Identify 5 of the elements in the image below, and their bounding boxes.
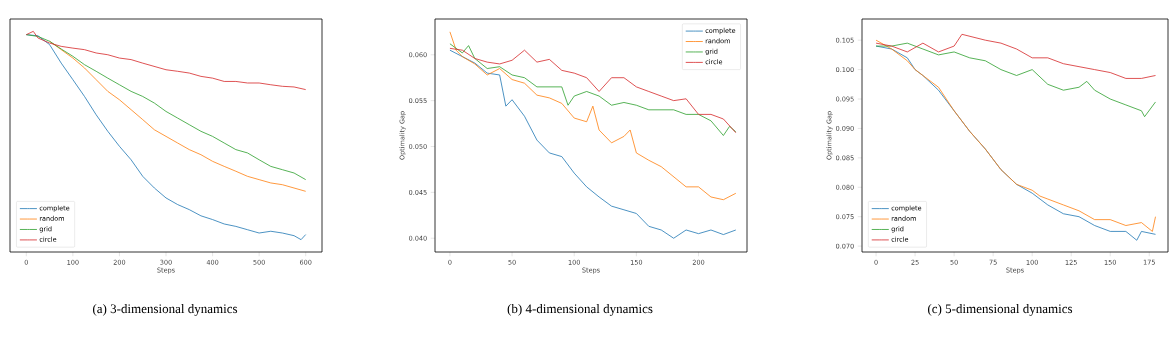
text: (a) 3-dimensional dynamics xyxy=(93,303,238,316)
line-series xyxy=(875,33,1156,79)
text: (b) 4-dimensional dynamics xyxy=(507,303,653,316)
text: (c) 5-dimensional dynamics xyxy=(928,303,1073,316)
line-series xyxy=(875,42,1156,118)
